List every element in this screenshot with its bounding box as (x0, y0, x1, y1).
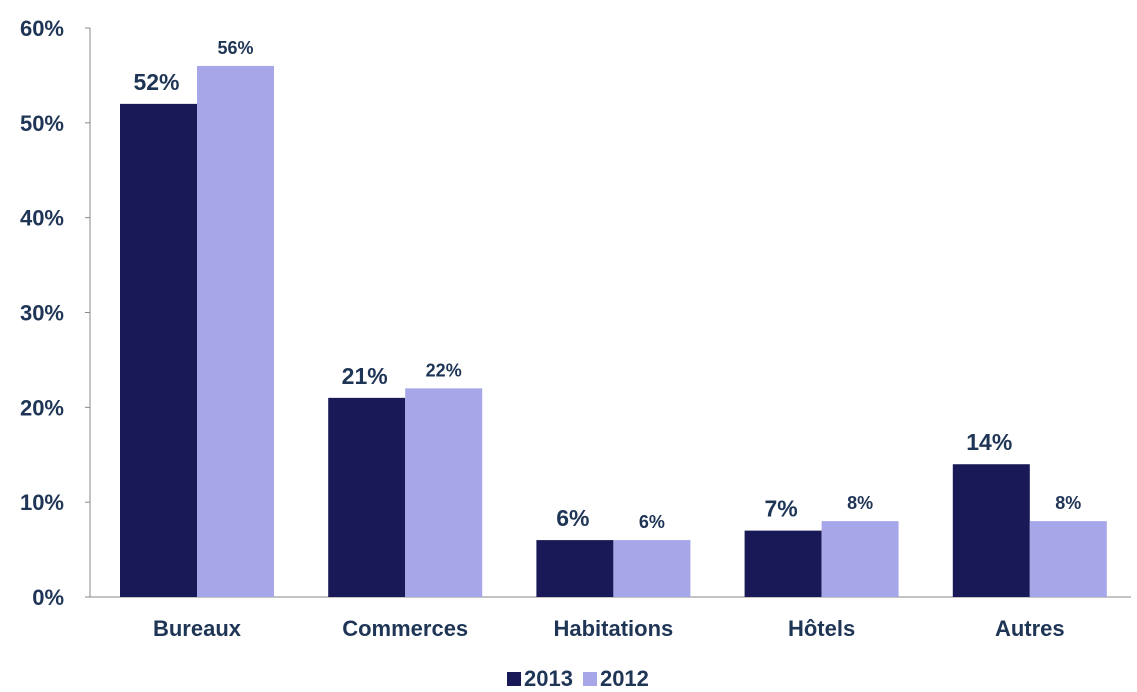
x-category-label: Habitations (554, 616, 674, 641)
bar-2012-3 (821, 521, 899, 597)
data-labels: 52% 56% 21% 22% 6% 6% 7% 8% 14% 8% (133, 38, 1081, 532)
legend-swatch-2013 (507, 672, 521, 686)
y-tick-label: 20% (20, 395, 64, 420)
data-label-2013-4: 14% (966, 429, 1012, 455)
bars (120, 65, 1107, 597)
bar-2013-0 (120, 103, 197, 597)
y-tick-labels: 0% 10% 20% 30% 40% 50% 60% (20, 16, 64, 610)
bar-2013-3 (744, 530, 822, 597)
y-tick-label: 40% (20, 206, 64, 231)
legend: 2013 2012 (507, 666, 659, 692)
bar-chart: 52% 56% 21% 22% 6% 6% 7% 8% 14% 8% 0% 10% 20% 30% 40%… (20, 16, 1131, 641)
bar-2012-2 (613, 540, 691, 597)
y-tick-label: 30% (20, 301, 64, 326)
y-tick-label: 0% (32, 585, 64, 610)
y-tick-label: 10% (20, 490, 64, 515)
legend-label-2012: 2012 (599, 666, 649, 691)
bar-2013-2 (536, 540, 614, 597)
data-label-2013-2: 6% (556, 505, 589, 531)
bar-2013-4 (952, 464, 1030, 597)
x-category-label: Bureaux (153, 616, 242, 641)
data-label-2013-3: 7% (764, 496, 797, 522)
data-label-2012-1: 22% (426, 360, 462, 380)
bar-2012-4 (1029, 521, 1107, 597)
legend-swatch-2012 (582, 672, 597, 686)
x-category-label: Autres (995, 616, 1065, 641)
data-label-2012-3: 8% (847, 493, 873, 513)
data-label-2012-2: 6% (639, 512, 665, 532)
legend-label-2013: 2013 (524, 666, 573, 691)
y-tick-label: 60% (20, 16, 64, 41)
bar-2013-1 (328, 397, 406, 597)
x-category-labels: Bureaux Commerces Habitations Hôtels Autres (153, 616, 1065, 641)
data-label-2012-4: 8% (1055, 493, 1081, 513)
y-tick-label: 50% (20, 111, 64, 136)
x-category-label: Commerces (342, 616, 468, 641)
data-label-2013-1: 21% (342, 363, 388, 389)
bar-2012-0 (197, 65, 274, 597)
legend-item-2013: 2013 (507, 666, 573, 692)
bar-2012-1 (405, 388, 483, 597)
data-label-2013-0: 52% (133, 69, 179, 95)
legend-item-2012: 2012 (582, 666, 649, 692)
x-category-label: Hôtels (788, 616, 855, 641)
data-label-2012-0: 56% (217, 38, 253, 58)
